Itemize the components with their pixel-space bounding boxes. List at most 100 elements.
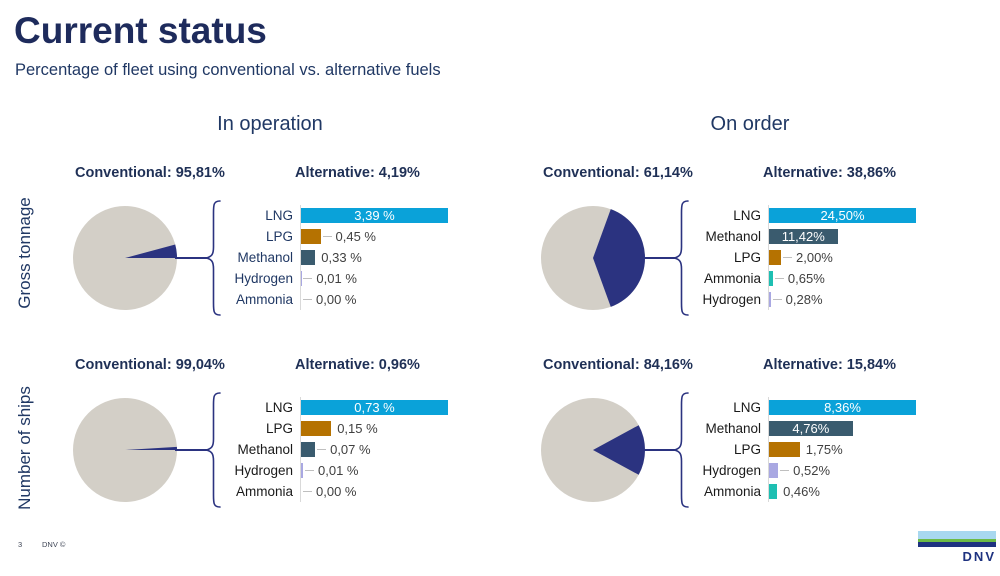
bar-row: LPG 1,75%	[676, 439, 916, 460]
fuel-category-label: Hydrogen	[702, 292, 761, 307]
bar-track: 0,52%	[768, 460, 916, 481]
fuel-category-label: LNG	[265, 400, 293, 415]
fuel-category-label: LPG	[733, 250, 761, 265]
pie-connector-line	[175, 257, 207, 259]
bar-methanol	[301, 250, 316, 265]
alternative-fuel-bar-chart: LNG 8,36% Methanol 4,76% LPG 1,75% Hydrogen 0,5…	[676, 397, 916, 502]
bar-value-label: 0,46%	[783, 484, 820, 499]
logo-stripe-green	[918, 539, 996, 542]
fuel-category-label: Hydrogen	[234, 463, 293, 478]
leader-line	[303, 299, 312, 300]
bar-methanol	[301, 442, 316, 457]
fuel-category-label: Ammonia	[235, 292, 293, 307]
pie-connector-line	[175, 449, 207, 451]
alternative-fuel-bar-chart: LNG 3,39 % LPG 0,45 % Methanol 0,33 % Hydrogen…	[208, 205, 448, 310]
bar-row: LNG 24,50%	[676, 205, 916, 226]
row-label-number-of-ships: Number of ships	[15, 386, 34, 510]
chart-group-on-order-gross-tonnage: Conventional: 61,14% Alternative: 38,86%…	[528, 160, 932, 342]
bar-row: Hydrogen 0,28%	[676, 289, 916, 310]
fuel-category-label: LPG	[733, 442, 761, 457]
bar-track: 0,00 %	[300, 481, 448, 502]
bar-row: LPG 2,00%	[676, 247, 916, 268]
bar-track: 0,07 %	[300, 439, 448, 460]
logo-stripe-dark-blue	[918, 542, 996, 547]
bar-row: Hydrogen 0,52%	[676, 460, 916, 481]
fuel-category-label: LNG	[733, 208, 761, 223]
fuel-category-label: LNG	[265, 208, 293, 223]
bar-track: 1,75%	[768, 439, 916, 460]
fuel-category-label: Methanol	[705, 421, 761, 436]
leader-line	[305, 470, 314, 471]
fuel-share-pie-chart	[73, 398, 177, 502]
bar-value-label: 0,73 %	[354, 400, 395, 415]
bar-hydrogen	[769, 292, 771, 307]
bar-track: 11,42%	[768, 226, 916, 247]
pie-alternative-wedge	[125, 244, 177, 258]
pie-connector-line	[643, 257, 675, 259]
bar-value-label: 0,01 %	[316, 271, 357, 286]
fuel-category-label: Methanol	[705, 229, 761, 244]
bar-value-label: 0,45 %	[335, 229, 376, 244]
bar-track: 3,39 %	[300, 205, 448, 226]
pie-alternative-wedge	[593, 425, 645, 475]
bar-value-label: 0,65%	[787, 271, 825, 286]
bar-lpg	[301, 229, 321, 244]
bar-track: 0,65%	[768, 268, 916, 289]
bar-row: LNG 8,36%	[676, 397, 916, 418]
bar-track: 0,46%	[768, 481, 916, 502]
chart-group-in-operation-gross-tonnage: Conventional: 95,81% Alternative: 4,19% …	[60, 160, 464, 342]
brace-bracket	[673, 392, 689, 508]
leader-line	[780, 470, 790, 471]
bar-value-label: 1,75%	[805, 442, 843, 457]
footer-brand: DNV ©	[42, 540, 66, 549]
bar-value-label: 0,52%	[793, 463, 831, 478]
bar-lpg	[769, 442, 800, 457]
brace-bracket	[205, 200, 221, 316]
fuel-category-label: Methanol	[237, 442, 293, 457]
fuel-category-label: LPG	[265, 229, 293, 244]
bar-track: 0,73 %	[300, 397, 448, 418]
bar-lpg	[301, 421, 332, 436]
leader-line	[772, 299, 782, 300]
bar-row: LPG 0,45 %	[208, 226, 448, 247]
alternative-fuel-bar-chart: LNG 24,50% Methanol 11,42% LPG 2,00% Ammonia 0,…	[676, 205, 916, 310]
bar-value-label: 4,76%	[792, 421, 830, 436]
bar-track: 0,28%	[768, 289, 916, 310]
page-number: 3	[18, 540, 23, 549]
bar-value-label: 0,33 %	[321, 250, 362, 265]
column-header-on-order: On order	[710, 113, 790, 135]
brace-bracket	[205, 392, 221, 508]
bar-value-label: 8,36%	[824, 400, 861, 415]
bar-value-label: 0,01 %	[318, 463, 359, 478]
bar-ammonia	[769, 271, 773, 286]
leader-line	[322, 236, 332, 237]
bar-track: 0,00 %	[300, 289, 448, 310]
conventional-share-label: Conventional: 99,04%	[75, 357, 225, 373]
bar-hydrogen	[769, 463, 779, 478]
bar-row: Ammonia 0,00 %	[208, 289, 448, 310]
alternative-share-label: Alternative: 4,19%	[295, 165, 420, 181]
dnv-logo: DNV	[918, 531, 996, 564]
brace-bracket	[673, 200, 689, 316]
bar-value-label: 0,07 %	[330, 442, 371, 457]
bar-row: Hydrogen 0,01 %	[208, 268, 448, 289]
fuel-category-label: Hydrogen	[702, 463, 761, 478]
bar-lng: 24,50%	[769, 208, 916, 223]
bar-track: 0,01 %	[300, 268, 448, 289]
conventional-share-label: Conventional: 95,81%	[75, 165, 225, 181]
bar-value-label: 2,00%	[796, 250, 833, 265]
fuel-category-label: Methanol	[237, 250, 293, 265]
page-title: Current status	[14, 10, 267, 51]
bar-methanol: 4,76%	[769, 421, 853, 436]
bar-value-label: 0,28%	[785, 292, 823, 307]
logo-stripe-light-blue	[918, 531, 996, 539]
bar-track: 4,76%	[768, 418, 916, 439]
bar-row: Hydrogen 0,01 %	[208, 460, 448, 481]
bar-lng: 3,39 %	[301, 208, 448, 223]
column-header-in-operation: In operation	[217, 113, 323, 135]
pie-connector-line	[643, 449, 675, 451]
bar-track: 0,01 %	[300, 460, 448, 481]
bar-value-label: 11,42%	[781, 229, 825, 244]
bar-value-label: 0,00 %	[316, 292, 357, 307]
